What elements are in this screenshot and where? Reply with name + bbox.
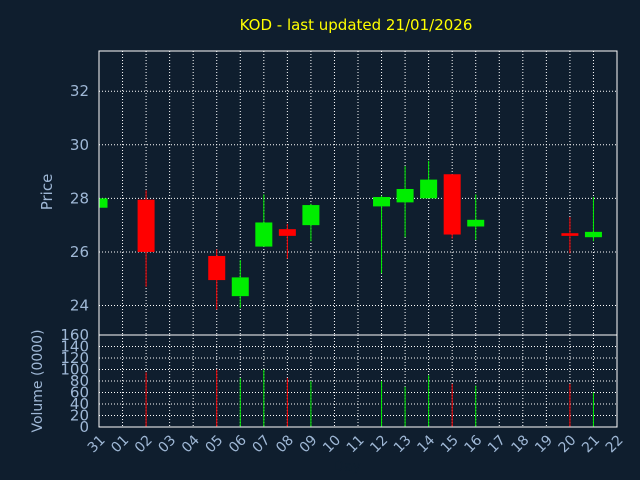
candle-body [302, 205, 320, 226]
candle-05 [208, 249, 226, 310]
x-tick-label: 01 [108, 432, 132, 456]
price-y-axis-label: Price [38, 174, 56, 211]
candle-31 [98, 197, 108, 208]
price-y-tick-label: 32 [70, 82, 89, 100]
x-tick-label: 07 [250, 432, 274, 456]
x-tick-label: 09 [297, 432, 321, 456]
x-tick-label: 15 [438, 432, 462, 456]
candle-body [278, 229, 296, 236]
volume-y-tick-label: 160 [60, 326, 89, 344]
candle-13 [396, 166, 414, 238]
x-tick-label: 03 [155, 432, 179, 456]
price-gridlines [99, 51, 617, 335]
x-tick-label: 18 [509, 432, 533, 456]
price-y-tick-label: 30 [70, 136, 89, 154]
x-tick-label: 06 [226, 432, 250, 456]
candles [98, 160, 602, 310]
x-tick-label: 04 [179, 432, 203, 456]
x-tick-label: 11 [344, 432, 368, 456]
volume-y-tick-label: 60 [70, 384, 89, 402]
candle-body [137, 199, 155, 252]
volume-y-tick-label: 140 [60, 338, 89, 356]
candle-07 [255, 194, 273, 247]
x-tick-label: 20 [556, 432, 580, 456]
candle-08 [278, 223, 296, 259]
x-tick-label: 05 [202, 432, 226, 456]
volume-gridlines [99, 335, 617, 427]
candle-12 [373, 195, 391, 274]
x-tick-label: 10 [320, 432, 344, 456]
candle-body [208, 255, 226, 281]
x-tick-label: 12 [367, 432, 391, 456]
x-tick-label: 22 [603, 432, 627, 456]
candle-body [373, 197, 391, 207]
price-y-tick-labels: 24 26 28 30 32 [70, 82, 89, 314]
x-tick-label: 02 [132, 432, 156, 456]
candle-body [561, 233, 579, 236]
x-tick-label: 17 [485, 432, 509, 456]
candle-09 [302, 203, 320, 242]
candle-body [231, 277, 249, 297]
candle-body [99, 198, 108, 208]
volume-y-tick-label: 20 [70, 407, 89, 425]
x-tick-label: 19 [532, 432, 556, 456]
candle-15 [443, 174, 461, 239]
candle-16 [467, 194, 485, 240]
candle-14 [420, 160, 438, 199]
x-axis-label: Day [333, 459, 361, 475]
volume-y-tick-label: 0 [79, 418, 89, 436]
volume-y-tick-label: 80 [70, 372, 89, 390]
candle-body [584, 231, 602, 238]
x-tick-labels: 31 01 02 03 04 05 06 07 08 09 10 11 12 13 14 15 16 17 18 19… [85, 432, 627, 456]
candle-21 [584, 197, 602, 242]
candle-body [443, 174, 461, 235]
candle-body [467, 219, 485, 227]
chart-title: KOD - last updated 21/01/2026 [240, 16, 473, 34]
volume-y-tick-label: 40 [70, 395, 89, 413]
x-tick-label: 21 [579, 432, 603, 456]
candle-06 [231, 259, 249, 309]
x-tick-label: 08 [273, 432, 297, 456]
candle-body [396, 188, 414, 203]
x-tick-label: 14 [414, 432, 438, 456]
candle-02 [137, 190, 155, 287]
volume-bars [145, 369, 594, 427]
volume-y-axis-label: Volume (0000) [30, 329, 46, 432]
price-y-tick-label: 28 [70, 189, 89, 207]
x-tick-label: 16 [461, 432, 485, 456]
candle-body [420, 179, 438, 199]
price-y-tick-label: 26 [70, 243, 89, 261]
candle-20 [561, 217, 579, 254]
x-tick-label: 13 [391, 432, 415, 456]
candle-body [255, 222, 273, 247]
volume-y-tick-label: 100 [60, 361, 89, 379]
price-y-tick-label: 24 [70, 297, 89, 315]
volume-plot-frame [98, 334, 618, 428]
volume-y-tick-label: 120 [60, 349, 89, 367]
